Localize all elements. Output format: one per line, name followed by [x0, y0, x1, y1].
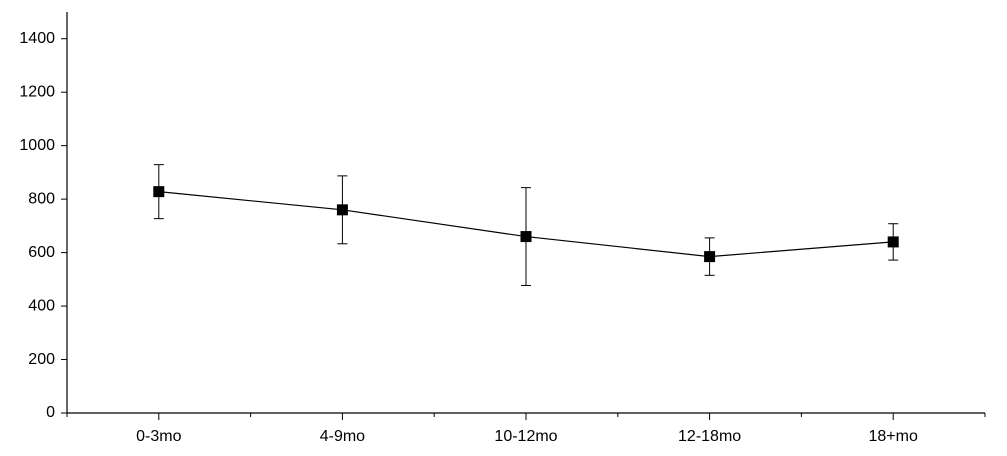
- x-tick-label: 0-3mo: [136, 428, 181, 445]
- y-tick-label: 0: [46, 404, 55, 421]
- marker: [336, 204, 348, 216]
- marker: [153, 186, 165, 198]
- x-tick-label: 4-9mo: [320, 428, 365, 445]
- y-tick-label: 800: [28, 190, 55, 207]
- x-tick-label: 18+mo: [869, 428, 918, 445]
- x-tick-label: 12-18mo: [678, 428, 741, 445]
- marker: [704, 251, 716, 263]
- y-tick-label: 1200: [19, 83, 55, 100]
- x-tick-label: 10-12mo: [494, 428, 557, 445]
- marker: [887, 236, 899, 248]
- y-tick-label: 1000: [19, 137, 55, 154]
- y-tick-label: 1400: [19, 30, 55, 47]
- y-tick-label: 600: [28, 244, 55, 261]
- y-tick-label: 200: [28, 351, 55, 368]
- y-tick-label: 400: [28, 297, 55, 314]
- marker: [520, 231, 532, 243]
